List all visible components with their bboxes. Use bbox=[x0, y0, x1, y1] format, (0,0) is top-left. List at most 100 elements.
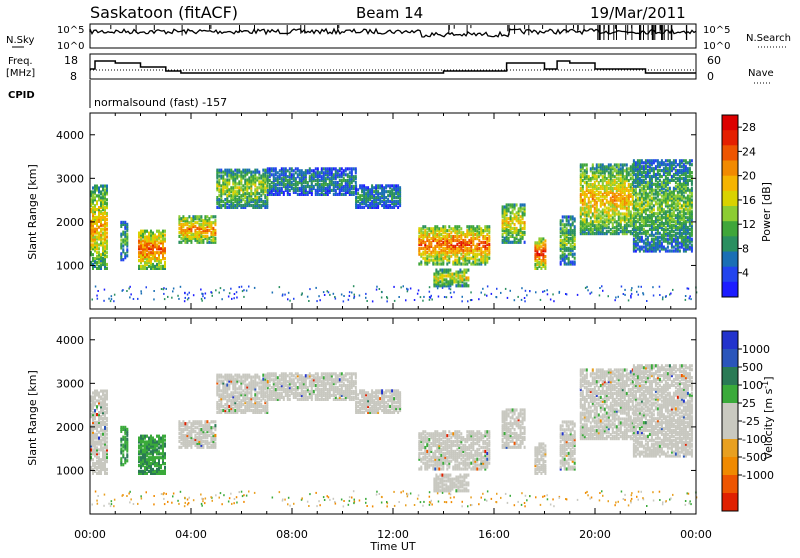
power-cell bbox=[626, 195, 628, 198]
power-cell bbox=[458, 245, 460, 248]
power-cell bbox=[443, 269, 445, 272]
power-cell bbox=[633, 204, 635, 207]
nsky-tick-low: 10^0 bbox=[57, 41, 84, 52]
power-cell bbox=[608, 201, 610, 204]
power-speckle bbox=[500, 292, 502, 294]
power-cell bbox=[323, 171, 325, 174]
power-speckle bbox=[624, 294, 626, 296]
power-cell bbox=[641, 159, 643, 162]
power-cell bbox=[647, 236, 649, 239]
power-cell bbox=[667, 214, 669, 217]
power-cell bbox=[630, 230, 632, 233]
power-speckle bbox=[689, 297, 691, 299]
power-cell bbox=[96, 200, 98, 203]
power-cell bbox=[655, 242, 657, 245]
power-speckle bbox=[381, 291, 383, 293]
power-cell bbox=[478, 243, 480, 246]
power-cell bbox=[584, 181, 586, 184]
power-cell bbox=[476, 259, 478, 262]
power-cell bbox=[687, 244, 689, 247]
power-cell bbox=[156, 257, 158, 260]
power-speckle bbox=[230, 288, 232, 290]
power-cell bbox=[645, 230, 647, 233]
power-cell bbox=[240, 171, 242, 174]
power-cell bbox=[540, 237, 542, 240]
power-cell bbox=[279, 181, 281, 184]
power-cell bbox=[443, 282, 445, 285]
power-cell bbox=[683, 247, 685, 250]
power-cell bbox=[653, 238, 655, 241]
power-cell bbox=[335, 181, 337, 184]
power-speckle bbox=[341, 294, 343, 296]
power-speckle bbox=[233, 297, 235, 299]
power-cell bbox=[606, 218, 608, 221]
power-speckle bbox=[359, 295, 361, 297]
power-cell bbox=[341, 167, 343, 170]
power-cell bbox=[667, 249, 669, 252]
power-cell bbox=[240, 194, 242, 197]
power-cell bbox=[614, 187, 616, 190]
power-cell bbox=[679, 175, 681, 178]
power-cell bbox=[206, 215, 208, 218]
power-cell bbox=[156, 235, 158, 238]
power-cell bbox=[655, 236, 657, 239]
power-cell bbox=[220, 169, 222, 172]
power-speckle bbox=[398, 296, 400, 298]
power-cell bbox=[279, 187, 281, 190]
nsearch-tick-high: 10^5 bbox=[703, 25, 730, 36]
power-cell bbox=[160, 247, 162, 250]
power-cell bbox=[608, 207, 610, 210]
power-cell bbox=[202, 219, 204, 222]
power-cell bbox=[568, 229, 570, 232]
power-cell bbox=[236, 169, 238, 172]
power-cell bbox=[178, 235, 180, 238]
power-cell bbox=[637, 159, 639, 162]
power-cell bbox=[319, 171, 321, 174]
power-cell bbox=[122, 231, 124, 234]
power-cell bbox=[568, 257, 570, 260]
power-cell bbox=[637, 208, 639, 211]
power-cell bbox=[260, 194, 262, 197]
power-cell bbox=[264, 194, 266, 197]
power-cell bbox=[301, 169, 303, 172]
power-cell bbox=[649, 242, 651, 245]
power-cell bbox=[586, 163, 588, 166]
power-speckle bbox=[246, 290, 248, 292]
power-cell bbox=[685, 216, 687, 219]
power-speckle bbox=[471, 299, 473, 301]
power-speckle bbox=[601, 285, 603, 287]
power-cell bbox=[594, 171, 596, 174]
power-cell bbox=[305, 169, 307, 172]
power-cell bbox=[238, 196, 240, 199]
power-cell bbox=[367, 186, 369, 189]
power-speckle bbox=[553, 300, 555, 302]
power-cell bbox=[482, 251, 484, 254]
power-cell bbox=[663, 208, 665, 211]
power-cell bbox=[643, 249, 645, 252]
power-speckle bbox=[665, 295, 667, 297]
power-cell bbox=[98, 247, 100, 250]
power-cell bbox=[512, 209, 514, 212]
power-cell bbox=[606, 230, 608, 233]
power-cell bbox=[540, 245, 542, 248]
power-cell bbox=[461, 284, 463, 287]
power-cell bbox=[182, 229, 184, 232]
power-speckle bbox=[521, 287, 523, 289]
power-speckle bbox=[187, 298, 189, 300]
power-cell bbox=[198, 215, 200, 218]
power-cell bbox=[655, 189, 657, 192]
power-cell bbox=[212, 221, 214, 224]
power-cell bbox=[100, 216, 102, 219]
power-cell bbox=[281, 187, 283, 190]
power-speckle bbox=[343, 295, 345, 297]
power-cell bbox=[279, 169, 281, 172]
power-cell bbox=[104, 245, 106, 248]
power-cell bbox=[572, 245, 574, 248]
power-cell bbox=[683, 195, 685, 198]
power-cell bbox=[188, 221, 190, 224]
power-cell bbox=[466, 247, 468, 250]
power-cell bbox=[244, 200, 246, 203]
power-cell bbox=[240, 186, 242, 189]
power-cell bbox=[156, 230, 158, 233]
